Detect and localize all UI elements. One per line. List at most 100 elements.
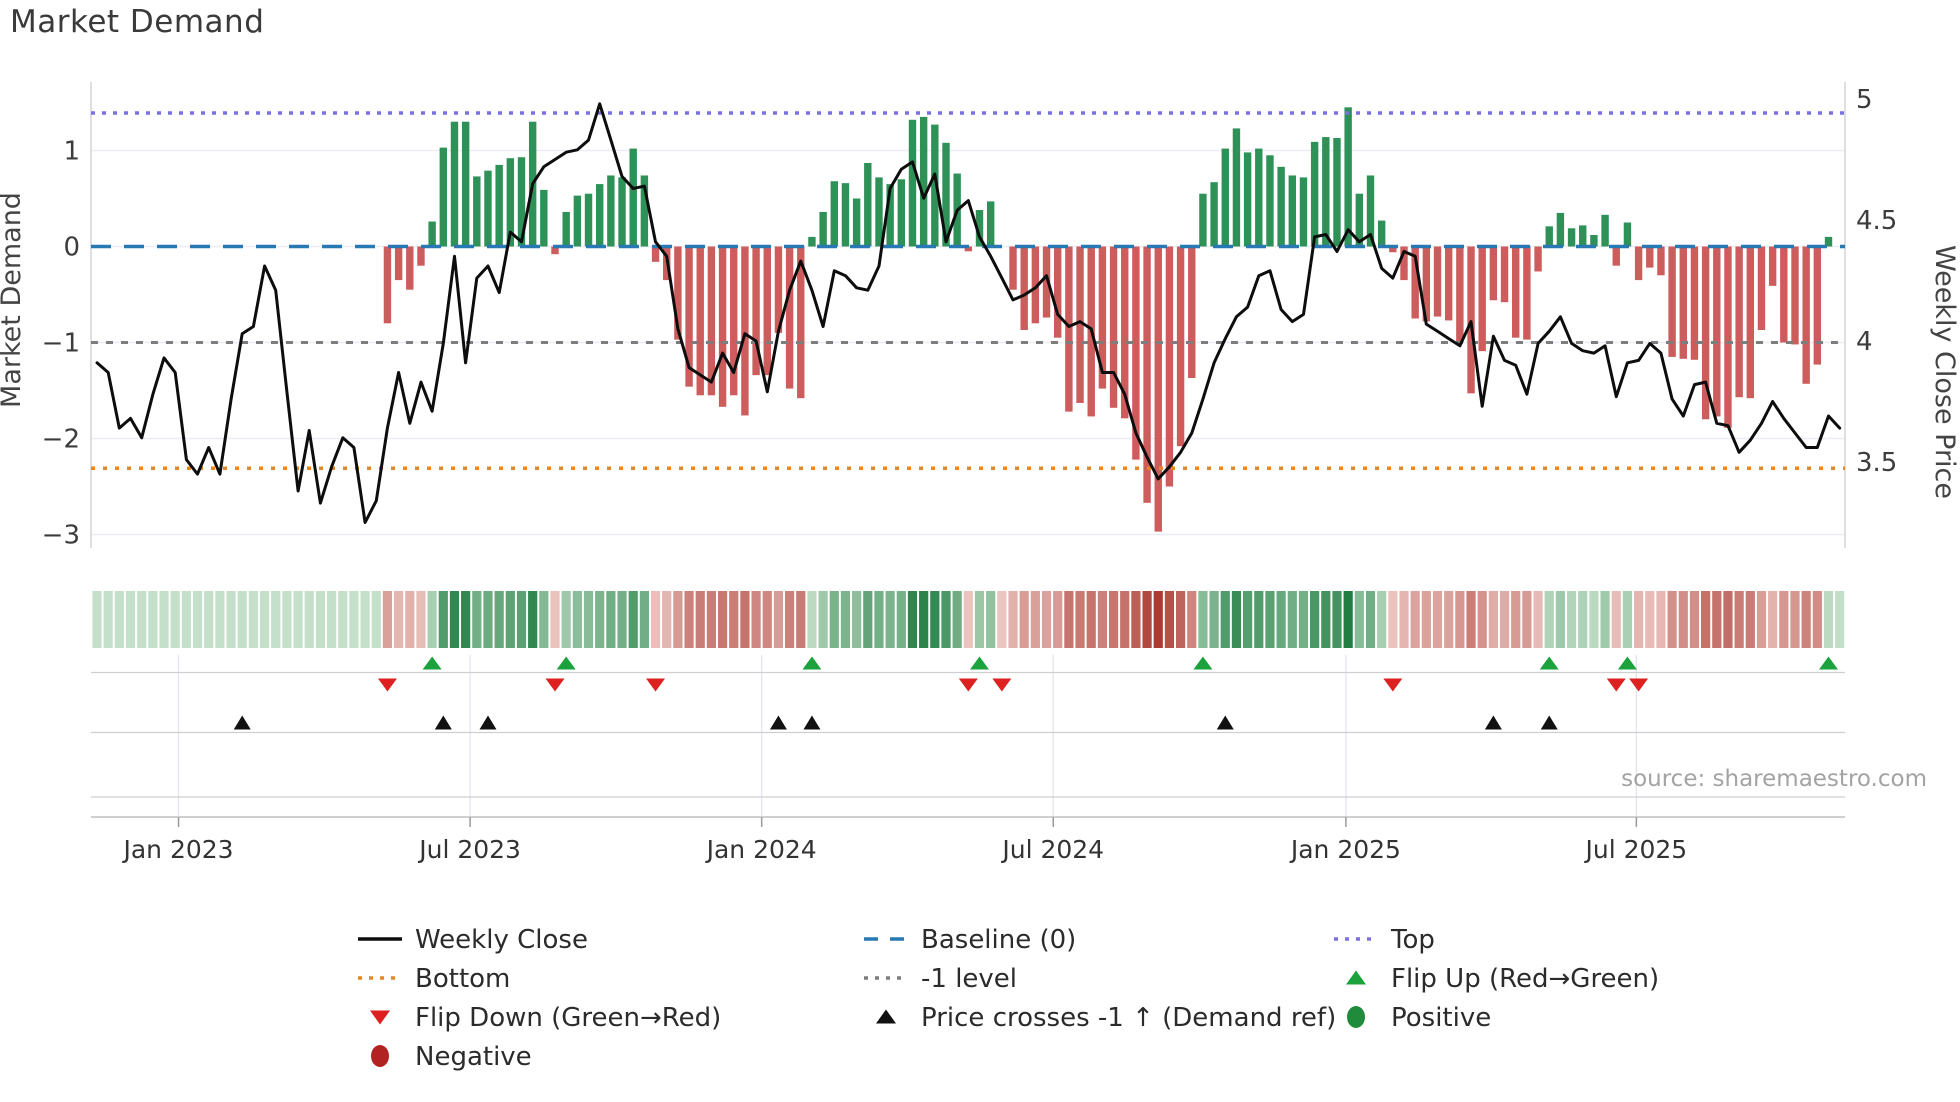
demand-bar-positive: [607, 175, 615, 247]
legend-label: Positive: [1391, 1003, 1491, 1033]
main-plot-grid: [90, 82, 1846, 548]
heatmap-cell: [628, 591, 638, 648]
heatmap-cell: [1120, 591, 1130, 648]
heatmap-cell: [248, 591, 258, 648]
demand-bar-negative: [1791, 246, 1799, 345]
heatmap-cell: [427, 591, 437, 648]
demand-bar-negative: [1433, 246, 1442, 317]
heatmap-cell: [1779, 591, 1789, 648]
demand-bar-negative: [1188, 246, 1196, 379]
heatmap-cell: [550, 591, 560, 648]
left-axis-tick-label: 0: [63, 233, 80, 263]
demand-bar-positive: [584, 193, 593, 247]
demand-bar-negative: [1098, 246, 1107, 389]
demand-bar-negative: [417, 246, 425, 266]
heatmap-cell: [215, 591, 225, 648]
demand-bar-negative: [1735, 246, 1743, 398]
right-axis-tick-label: 4.5: [1856, 206, 1897, 236]
heatmap-cell: [226, 591, 236, 648]
demand-bar-negative: [1813, 246, 1822, 365]
demand-bar-negative: [741, 246, 749, 416]
heatmap-cell: [1745, 591, 1755, 648]
heatmap-cell: [1611, 591, 1621, 648]
heatmap-cell: [952, 591, 962, 648]
demand-bar-negative: [1690, 246, 1699, 360]
flip-up-icon: [1819, 656, 1839, 670]
demand-bar-negative: [1154, 246, 1162, 532]
demand-bar-positive: [1243, 152, 1252, 247]
heatmap-cell: [773, 591, 784, 648]
price-cross-icon: [479, 715, 497, 730]
demand-heatmap-strip: [92, 591, 1845, 648]
heatmap-cell: [349, 591, 359, 648]
heatmap-cell: [282, 591, 292, 648]
demand-bar-negative: [964, 246, 973, 252]
x-axis-tick-label: Jul 2023: [417, 835, 521, 864]
right-axis-tick-label: 3.5: [1856, 448, 1897, 478]
demand-bar-positive: [864, 162, 872, 247]
demand-bar-positive: [573, 195, 582, 247]
demand-bar-negative: [707, 246, 716, 396]
demand-bar-positive: [506, 158, 515, 247]
heatmap-cell: [1153, 591, 1163, 648]
heatmap-cell: [237, 591, 247, 648]
demand-bar-negative: [1132, 246, 1140, 460]
legend-label: Flip Down (Green→Red): [415, 1003, 721, 1033]
heatmap-cell: [1321, 591, 1331, 648]
heatmap-cell: [561, 591, 571, 648]
heatmap-cell: [1499, 591, 1510, 648]
right-axis-title: Weekly Close Price: [1929, 245, 1960, 499]
heatmap-cell: [92, 591, 102, 648]
demand-bar-positive: [439, 147, 448, 247]
legend-tri-up-icon: [876, 1009, 896, 1024]
demand-bar-positive: [830, 181, 838, 247]
demand-bar-negative: [1802, 246, 1810, 384]
price-cross-icon: [769, 715, 787, 730]
right-axis-tick-label: 4: [1856, 327, 1873, 357]
demand-bar-positive: [852, 198, 861, 247]
demand-bar-negative: [674, 246, 682, 340]
legend-item: Positive: [1347, 1003, 1491, 1033]
heatmap-cell: [304, 591, 314, 648]
demand-bar-negative: [797, 246, 805, 399]
heatmap-cell: [1790, 591, 1800, 648]
left-axis-tick-label: −3: [42, 521, 80, 551]
heatmap-cell: [1365, 591, 1376, 648]
heatmap-cell: [438, 591, 448, 648]
heatmap-cell: [159, 591, 169, 648]
demand-bar-positive: [1601, 214, 1609, 247]
demand-bar-negative: [1422, 246, 1431, 322]
demand-bar-negative: [651, 246, 660, 262]
demand-bar-positive: [1333, 138, 1341, 247]
right-axis-tick-label: 5: [1856, 85, 1873, 115]
demand-bar-positive: [1255, 148, 1263, 247]
demand-bar-positive: [1623, 222, 1632, 247]
heatmap-cell: [583, 591, 594, 648]
x-axis-tick-label: Jan 2023: [121, 835, 233, 864]
demand-bar-negative: [1444, 246, 1453, 321]
heatmap-cell: [762, 591, 772, 648]
demand-bar-positive: [562, 211, 570, 247]
heatmap-cell: [170, 591, 180, 648]
demand-bar-positive: [897, 179, 906, 247]
legend-item: Weekly Close: [358, 925, 588, 955]
heatmap-cell: [1756, 591, 1767, 648]
demand-bar-positive: [931, 124, 939, 247]
demand-bar-negative: [1400, 246, 1408, 281]
demand-bar-positive: [1556, 212, 1565, 247]
heatmap-cell: [1689, 591, 1700, 648]
demand-bar-positive: [975, 210, 984, 247]
heatmap-cell: [405, 591, 415, 648]
heatmap-cell: [818, 591, 828, 648]
price-cross-icon: [1484, 715, 1502, 730]
heatmap-cell: [1097, 591, 1107, 648]
demand-bar-negative: [1757, 246, 1766, 331]
left-axis-tick-label: −2: [42, 425, 80, 455]
heatmap-cell: [1432, 591, 1443, 648]
demand-bar-negative: [1646, 246, 1654, 268]
demand-bar-positive: [1824, 236, 1833, 247]
demand-bar-positive: [1355, 193, 1364, 247]
heatmap-cell: [148, 591, 158, 648]
flip-up-icon: [1539, 656, 1559, 670]
flip-down-icon: [992, 678, 1012, 692]
